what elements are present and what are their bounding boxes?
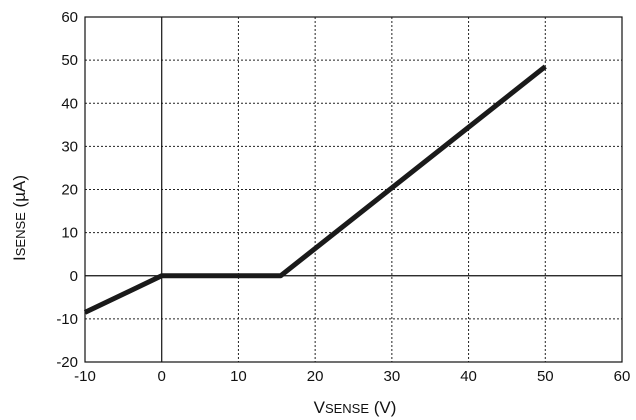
- y-tick-label: 60: [61, 9, 78, 26]
- series-line: [83, 64, 547, 315]
- x-tick-label: 30: [384, 368, 401, 385]
- grid: [85, 17, 622, 362]
- plot-frame: [84, 16, 623, 363]
- series-layer: [83, 64, 547, 315]
- y-tick-label: 40: [61, 95, 78, 112]
- y-tick-label: 20: [61, 182, 78, 199]
- y-axis-label-unit: (µA): [10, 175, 29, 212]
- x-axis-label-sub: SENSE: [325, 401, 369, 416]
- x-axis-label-unit: (V): [369, 398, 396, 417]
- x-tick-label: 60: [614, 368, 631, 385]
- x-axis-label: VSENSE (V): [314, 398, 397, 417]
- x-axis-label-main: V: [314, 398, 326, 417]
- x-tick-label: 0: [158, 368, 166, 385]
- x-tick-label: 20: [307, 368, 324, 385]
- y-tick-label: 10: [61, 225, 78, 242]
- x-tick-label: 10: [230, 368, 247, 385]
- y-tick-labels: -20 -10 0 10 20 30 40 50 60: [56, 9, 78, 371]
- y-tick-label: 50: [61, 52, 78, 69]
- y-axis-label-sub: SENSE: [13, 212, 28, 256]
- x-tick-label: -10: [74, 368, 96, 385]
- x-tick-label: 40: [460, 368, 477, 385]
- y-tick-label: 30: [61, 138, 78, 155]
- y-tick-label: 0: [70, 268, 78, 285]
- x-tick-labels: -10 0 10 20 30 40 50 60: [74, 368, 630, 385]
- y-tick-label: -10: [56, 311, 78, 328]
- y-tick-label: -20: [56, 354, 78, 371]
- y-axis-label: ISENSE (µA): [10, 175, 29, 261]
- y-axis-label-main: I: [10, 256, 29, 261]
- x-tick-label: 50: [537, 368, 554, 385]
